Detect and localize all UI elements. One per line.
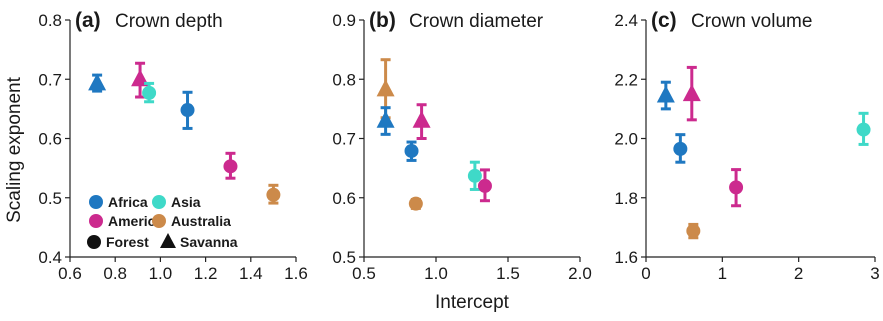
x-tick-label: 1.4: [239, 264, 263, 283]
panel-b: 0.5 0.6 0.7 0.8 0.9 0.5 1.0 1.5 2.0 (b) Crown diam…: [332, 9, 591, 283]
x-tick-label: 1.0: [149, 264, 173, 283]
legend-label: Forest: [106, 234, 149, 250]
data-point-asia-forest: [142, 81, 157, 104]
data-point-africa-forest: [673, 133, 688, 164]
y-tick-label: 0.7: [332, 130, 356, 149]
data-point-asia-forest: [856, 111, 871, 146]
y-axis-title: Scaling exponent: [4, 76, 25, 222]
y-tick-label: 0.7: [38, 70, 62, 89]
triangle-marker: [88, 73, 107, 91]
circle-marker: [477, 178, 492, 193]
legend-item-africa: Africa: [89, 194, 148, 210]
circle-marker: [408, 196, 423, 211]
data-point-america-forest: [477, 168, 492, 203]
legend-label: America: [108, 213, 163, 229]
legend-label: Australia: [171, 213, 231, 229]
x-tick-label: 1.2: [194, 264, 218, 283]
legend-label: Asia: [171, 194, 201, 210]
legend-circle-marker: [152, 214, 166, 228]
triangle-marker: [412, 110, 431, 128]
y-tick-label: 0.9: [332, 11, 356, 30]
data-point-africa-forest: [180, 90, 195, 130]
circle-marker: [729, 180, 744, 195]
circle-marker: [686, 223, 701, 238]
circle-marker: [467, 168, 482, 183]
panel-title: Crown volume: [691, 11, 812, 32]
x-tick-label: 0.8: [103, 264, 127, 283]
y-tick-label: 0.5: [38, 189, 62, 208]
x-tick-label: 2.0: [568, 264, 592, 283]
data-point-america-savanna: [682, 65, 701, 122]
panel-title: Crown diameter: [409, 11, 544, 32]
circle-marker: [673, 141, 688, 156]
triangle-marker: [376, 110, 395, 128]
data-point-africa-savanna: [656, 80, 675, 111]
legend-item-australia: Australia: [152, 213, 231, 229]
x-tick-label: 2: [794, 264, 803, 283]
legend-item-savanna: Savanna: [160, 233, 238, 250]
legend-item-forest: Forest: [87, 234, 149, 250]
legend-circle-marker: [89, 195, 103, 209]
circle-marker: [856, 122, 871, 137]
y-tick-label: 0.8: [38, 11, 62, 30]
x-tick-label: 3: [870, 264, 879, 283]
panel-title: Crown depth: [115, 11, 223, 32]
y-tick-label: 0.4: [38, 248, 62, 267]
circle-marker: [266, 187, 281, 202]
triangle-marker: [656, 85, 675, 103]
panel-letter: (b): [369, 9, 396, 32]
panel-c: 1.6 1.8 2.0 2.2 2.4 0 1 2 3 (c) Crown volume: [614, 9, 879, 283]
legend-item-asia: Asia: [152, 194, 201, 210]
x-tick-label: 0.6: [58, 264, 82, 283]
x-tick-label: 1.5: [496, 264, 520, 283]
data-point-australia-forest: [266, 183, 281, 205]
data-point-america-savanna: [412, 103, 431, 140]
circle-marker: [180, 103, 195, 118]
x-tick-label: 1.0: [424, 264, 448, 283]
data-point-asia-forest: [467, 160, 482, 191]
triangle-marker: [376, 79, 395, 97]
panel-letter: (a): [75, 9, 101, 32]
data-point-australia-forest: [408, 196, 423, 211]
y-tick-label: 1.8: [614, 189, 638, 208]
triangle-marker: [682, 84, 701, 102]
x-axis-title: Intercept: [435, 292, 510, 313]
x-tick-label: 0: [641, 264, 650, 283]
panel-letter: (c): [651, 9, 677, 32]
legend-item-america: America: [89, 213, 163, 229]
data-point-america-forest: [223, 151, 238, 180]
data-point-africa-savanna: [376, 106, 395, 136]
y-tick-label: 0.5: [332, 248, 356, 267]
y-tick-label: 1.6: [614, 248, 638, 267]
x-tick-label: 1: [718, 264, 727, 283]
data-point-australia-forest: [686, 222, 701, 240]
data-point-africa-savanna: [88, 73, 107, 93]
legend-triangle-marker: [160, 233, 176, 248]
data-point-america-forest: [729, 168, 744, 208]
data-point-africa-forest: [404, 140, 419, 162]
legend: Africa Asia America Australia Forest Savanna: [87, 194, 238, 250]
legend-label: Savanna: [180, 234, 238, 250]
y-tick-label: 2.2: [614, 70, 638, 89]
panel-a: 0.4 0.5 0.6 0.7 0.8 0.6 0.8 1.0 1.2 1.4 1.6 (a) Crow…: [38, 9, 307, 283]
legend-circle-marker: [152, 195, 166, 209]
y-tick-label: 2.4: [614, 11, 638, 30]
y-tick-label: 0.6: [38, 130, 62, 149]
legend-circle-marker: [87, 235, 101, 249]
x-tick-label: 1.6: [284, 264, 308, 283]
legend-label: Africa: [108, 194, 148, 210]
circle-marker: [404, 143, 419, 158]
legend-circle-marker: [89, 214, 103, 228]
circle-marker: [223, 159, 238, 174]
y-tick-label: 2.0: [614, 130, 638, 149]
y-tick-label: 0.6: [332, 189, 356, 208]
x-tick-label: 0.5: [352, 264, 376, 283]
circle-marker: [142, 85, 157, 100]
y-tick-label: 0.8: [332, 70, 356, 89]
